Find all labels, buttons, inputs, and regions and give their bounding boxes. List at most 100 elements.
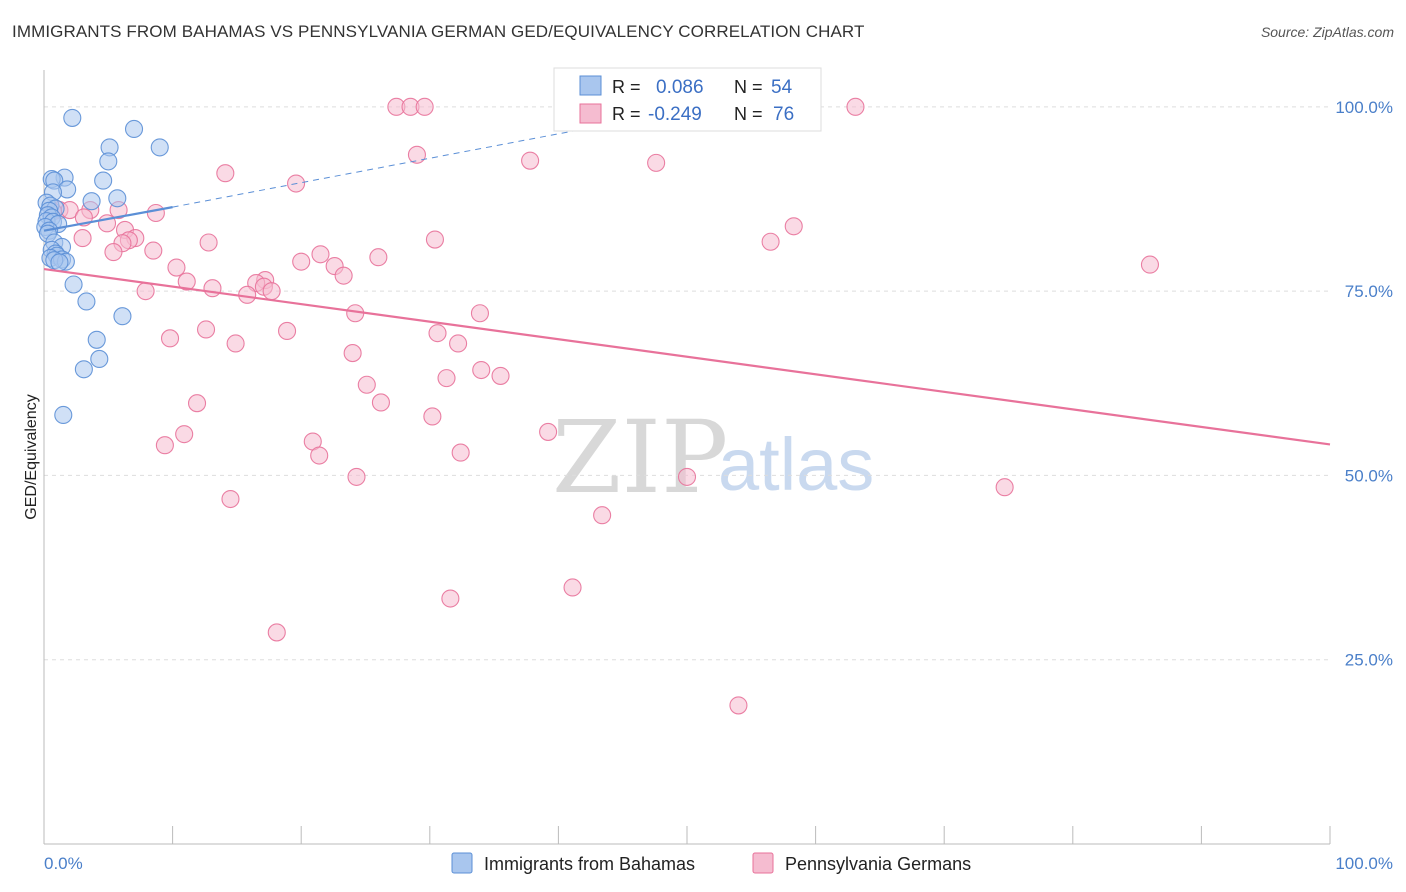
watermark: ZIP atlas bbox=[552, 399, 874, 516]
point-pennsylvania-german bbox=[539, 422, 558, 441]
point-pennsylvania-german bbox=[1140, 255, 1160, 274]
y-tick-label: 50.0% bbox=[1345, 466, 1393, 485]
trend-line-bahamas bbox=[43, 206, 173, 232]
y-tick-label: 75.0% bbox=[1345, 282, 1393, 301]
x-tick-label-min: 0.0% bbox=[44, 854, 83, 873]
point-bahamas bbox=[63, 108, 82, 127]
point-bahamas bbox=[99, 152, 118, 171]
point-pennsylvania-german bbox=[311, 245, 330, 264]
point-pennsylvania-german bbox=[437, 369, 456, 388]
legend-n-label-1: N = bbox=[734, 77, 763, 97]
point-pennsylvania-german bbox=[216, 164, 235, 183]
point-pennsylvania-german bbox=[347, 467, 366, 486]
point-pennsylvania-german bbox=[196, 320, 216, 339]
point-pennsylvania-german bbox=[226, 334, 245, 353]
point-pennsylvania-german bbox=[425, 230, 444, 249]
point-bahamas bbox=[74, 360, 93, 379]
point-bahamas bbox=[87, 330, 106, 349]
point-pennsylvania-german bbox=[407, 145, 426, 164]
point-pennsylvania-german bbox=[267, 623, 286, 642]
series-legend-label-blue: Immigrants from Bahamas bbox=[484, 854, 695, 874]
point-pennsylvania-german bbox=[647, 153, 666, 172]
point-pennsylvania-german bbox=[155, 436, 174, 455]
point-pennsylvania-german bbox=[521, 151, 540, 170]
legend-swatch-blue bbox=[579, 75, 602, 96]
point-pennsylvania-german bbox=[563, 578, 582, 597]
point-bahamas bbox=[64, 275, 83, 294]
source-credit: Source: ZipAtlas.com bbox=[1260, 24, 1394, 40]
y-tick-label: 25.0% bbox=[1345, 651, 1393, 670]
chart-title: IMMIGRANTS FROM BAHAMAS VS PENNSYLVANIA … bbox=[12, 22, 865, 41]
point-pennsylvania-german bbox=[371, 393, 390, 412]
point-pennsylvania-german bbox=[357, 375, 376, 394]
stats-legend: R = 0.086 N = 54 R = -0.249 N = 76 bbox=[553, 67, 822, 132]
legend-r-label-1: R = bbox=[612, 77, 641, 97]
point-bahamas bbox=[82, 192, 101, 211]
point-pennsylvania-german bbox=[761, 232, 780, 251]
point-pennsylvania-german bbox=[144, 241, 163, 260]
legend-n-value-2: 76 bbox=[773, 104, 794, 125]
point-pennsylvania-german bbox=[441, 589, 460, 608]
point-pennsylvania-german bbox=[177, 272, 196, 291]
series-legend: Immigrants from Bahamas Pennsylvania Ger… bbox=[451, 852, 971, 874]
gridlines bbox=[44, 106, 1330, 661]
trend-line-pennsylvania-germans bbox=[43, 267, 1331, 446]
point-pennsylvania-german bbox=[369, 248, 388, 267]
point-pennsylvania-german bbox=[221, 489, 240, 509]
point-bahamas bbox=[113, 307, 132, 326]
point-pennsylvania-german bbox=[428, 324, 447, 343]
point-pennsylvania-german bbox=[160, 329, 180, 348]
point-pennsylvania-german bbox=[343, 344, 362, 363]
legend-n-value-1: 54 bbox=[771, 77, 793, 98]
point-pennsylvania-german bbox=[146, 203, 165, 223]
point-pennsylvania-german bbox=[472, 360, 491, 380]
point-bahamas bbox=[50, 253, 69, 272]
watermark-atlas: atlas bbox=[718, 423, 874, 506]
legend-n-label-2: N = bbox=[734, 104, 763, 124]
watermark-zip: ZIP bbox=[552, 399, 728, 516]
series-legend-swatch-pink bbox=[752, 852, 774, 874]
point-pennsylvania-german bbox=[199, 233, 218, 252]
point-pennsylvania-german bbox=[451, 443, 470, 462]
series-legend-label-pink: Pennsylvania Germans bbox=[785, 854, 971, 874]
point-pennsylvania-german bbox=[136, 282, 155, 301]
point-bahamas bbox=[124, 119, 144, 139]
point-pennsylvania-german bbox=[167, 258, 186, 277]
point-pennsylvania-german bbox=[104, 243, 123, 262]
point-bahamas bbox=[108, 189, 127, 208]
point-bahamas bbox=[150, 138, 169, 157]
point-pennsylvania-german bbox=[310, 446, 329, 465]
point-bahamas bbox=[90, 349, 109, 369]
legend-r-label-2: R = bbox=[612, 104, 641, 124]
point-pennsylvania-german bbox=[423, 407, 442, 426]
point-pennsylvania-german bbox=[415, 97, 434, 116]
series-legend-swatch-blue bbox=[451, 852, 473, 874]
point-pennsylvania-german bbox=[491, 366, 510, 385]
point-pennsylvania-german bbox=[334, 266, 353, 285]
point-bahamas bbox=[77, 292, 96, 311]
point-pennsylvania-german bbox=[846, 97, 865, 116]
point-pennsylvania-german bbox=[677, 467, 697, 486]
point-pennsylvania-german bbox=[593, 506, 612, 525]
point-pennsylvania-german bbox=[73, 229, 92, 248]
legend-swatch-pink bbox=[579, 103, 602, 124]
point-bahamas bbox=[54, 405, 73, 425]
y-tick-label: 100.0% bbox=[1335, 98, 1393, 117]
point-pennsylvania-german bbox=[292, 252, 311, 271]
point-pennsylvania-german bbox=[784, 217, 803, 236]
series-immigrants-from-bahamas bbox=[36, 108, 169, 425]
point-bahamas bbox=[94, 171, 113, 190]
point-pennsylvania-german bbox=[470, 304, 490, 323]
legend-r-value-2: -0.249 bbox=[648, 104, 702, 125]
point-pennsylvania-german bbox=[449, 334, 468, 353]
y-axis-label: GED/Equivalency bbox=[23, 394, 40, 519]
x-tick-label-max: 100.0% bbox=[1335, 854, 1393, 873]
legend-r-value-1: 0.086 bbox=[656, 77, 704, 98]
point-pennsylvania-german bbox=[729, 696, 748, 715]
point-pennsylvania-german bbox=[203, 279, 222, 298]
point-pennsylvania-german bbox=[187, 394, 207, 413]
point-pennsylvania-german bbox=[995, 478, 1014, 497]
point-pennsylvania-german bbox=[175, 425, 194, 444]
trend-line-bahamas-extension bbox=[172, 121, 623, 208]
